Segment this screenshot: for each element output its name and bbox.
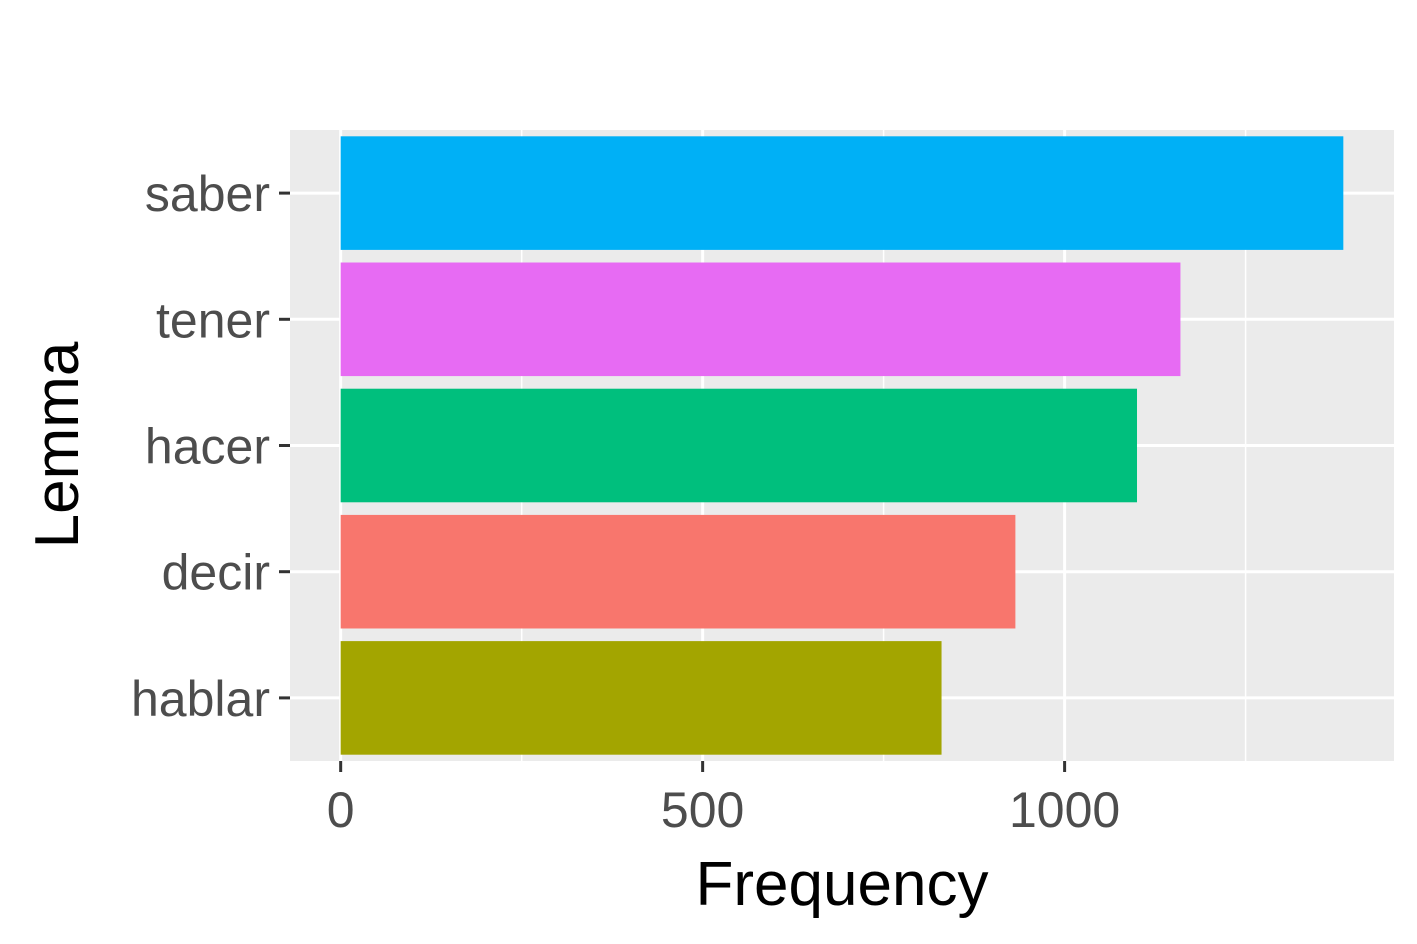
y-tick-label: hablar	[131, 671, 270, 727]
bar-saber	[340, 136, 1344, 250]
bars	[340, 136, 1344, 755]
bar-decir	[340, 514, 1016, 629]
bar-hacer	[340, 388, 1138, 503]
y-axis: saber tener hacer decir hablar	[131, 166, 290, 727]
x-axis: 0 500 1000	[327, 761, 1120, 838]
y-tick-label: saber	[145, 166, 270, 222]
x-tick-label: 500	[661, 782, 744, 838]
bar-tener	[340, 262, 1181, 377]
bar-hablar	[340, 641, 942, 755]
x-tick-label: 0	[327, 782, 355, 838]
x-tick-label: 1000	[1009, 782, 1120, 838]
y-axis-title: Lemma	[23, 341, 92, 548]
y-tick-label: hacer	[145, 419, 270, 475]
x-axis-title: Frequency	[696, 850, 989, 919]
y-tick-label: decir	[162, 545, 270, 601]
y-tick-label: tener	[156, 292, 270, 348]
